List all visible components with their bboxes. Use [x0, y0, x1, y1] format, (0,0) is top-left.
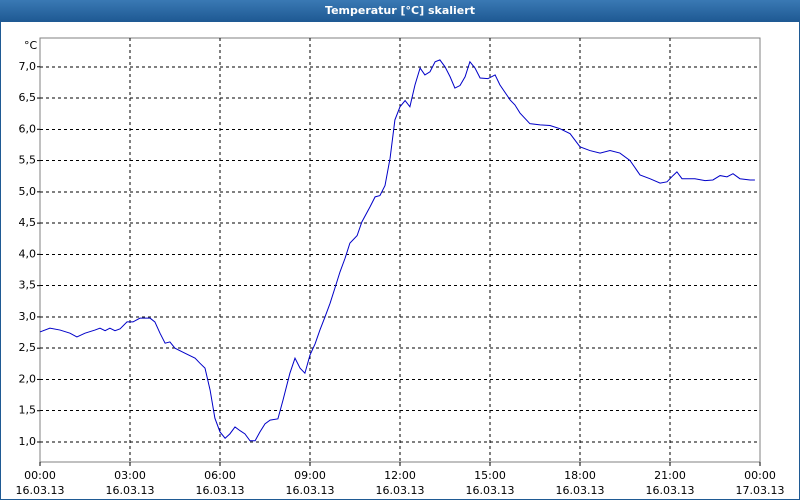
x-tick-label: 18:00: [564, 469, 596, 482]
line-series: [39, 59, 755, 442]
y-tick-label: 4,0: [19, 247, 37, 260]
y-tick-label: 5,5: [19, 154, 37, 167]
y-tick-label: 2,0: [19, 372, 37, 385]
y-tick-label: 7,0: [19, 60, 37, 73]
y-tick-label: 6,5: [19, 91, 37, 104]
x-tick-date: 16.03.13: [16, 484, 65, 497]
y-tick-label: 1,0: [19, 435, 37, 448]
y-tick-label: 5,0: [19, 185, 37, 198]
x-tick-date: 16.03.13: [286, 484, 335, 497]
x-tick-date: 17.03.13: [736, 484, 785, 497]
x-tick-date: 16.03.13: [376, 484, 425, 497]
x-tick-date: 16.03.13: [646, 484, 695, 497]
x-tick-label: 06:00: [204, 469, 236, 482]
x-tick-date: 16.03.13: [106, 484, 155, 497]
x-tick-date: 16.03.13: [466, 484, 515, 497]
x-tick-date: 16.03.13: [196, 484, 245, 497]
y-unit: °C: [24, 39, 38, 52]
x-tick-label: 03:00: [114, 469, 146, 482]
x-tick-label: 00:00: [24, 469, 56, 482]
x-tick-label: 00:00: [744, 469, 776, 482]
y-tick-label: 6,0: [19, 122, 37, 135]
title-bar: [0, 0, 800, 21]
chart-title: Temperatur [°C] skaliert: [325, 4, 475, 17]
y-tick-label: 1,5: [19, 404, 37, 417]
y-tick-label: 3,0: [19, 310, 37, 323]
x-tick-date: 16.03.13: [556, 484, 605, 497]
y-tick-label: 2,5: [19, 341, 37, 354]
x-tick-label: 09:00: [294, 469, 326, 482]
y-tick-label: 3,5: [19, 279, 37, 292]
y-tick-label: 4,5: [19, 216, 37, 229]
x-tick-label: 15:00: [474, 469, 506, 482]
x-tick-label: 21:00: [654, 469, 686, 482]
x-tick-label: 12:00: [384, 469, 416, 482]
